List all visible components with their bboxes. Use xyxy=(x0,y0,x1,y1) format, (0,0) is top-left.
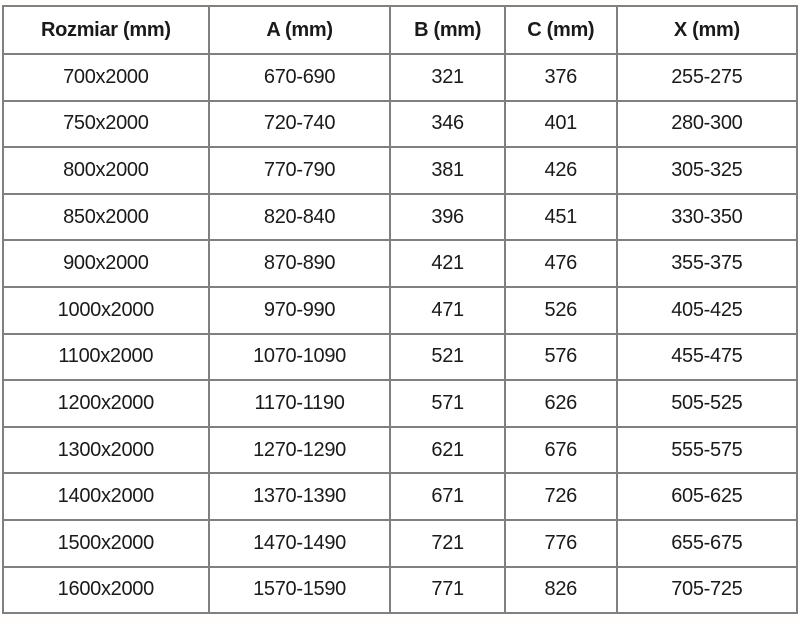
cell-rozmiar: 1600x2000 xyxy=(2,565,210,615)
cell-x: 455-475 xyxy=(615,332,799,382)
table-row: 1100x2000 1070-1090 521 576 455-475 xyxy=(2,332,799,382)
cell-c: 426 xyxy=(503,146,618,195)
cell-c: 726 xyxy=(503,472,618,521)
cell-c: 451 xyxy=(503,192,618,242)
cell-a: 1170-1190 xyxy=(207,379,392,428)
cell-rozmiar: 900x2000 xyxy=(2,239,210,288)
cell-c: 401 xyxy=(503,99,618,149)
cell-rozmiar: 1300x2000 xyxy=(2,425,210,475)
cell-a: 820-840 xyxy=(207,192,392,242)
cell-rozmiar: 850x2000 xyxy=(2,192,210,242)
cell-b: 571 xyxy=(389,379,506,428)
cell-rozmiar: 1400x2000 xyxy=(2,472,210,521)
cell-c: 576 xyxy=(503,332,618,382)
cell-a: 1470-1490 xyxy=(207,518,392,568)
cell-c: 676 xyxy=(503,425,618,475)
cell-b: 346 xyxy=(389,99,506,149)
table-row: 750x2000 720-740 346 401 280-300 xyxy=(2,99,799,149)
cell-a: 1570-1590 xyxy=(207,565,392,615)
cell-rozmiar: 1000x2000 xyxy=(2,285,210,335)
cell-a: 1270-1290 xyxy=(207,425,392,475)
cell-x: 405-425 xyxy=(615,285,799,335)
cell-rozmiar: 750x2000 xyxy=(2,99,210,149)
cell-rozmiar: 1200x2000 xyxy=(2,379,210,428)
cell-c: 826 xyxy=(503,565,618,615)
cell-x: 280-300 xyxy=(615,99,799,149)
cell-b: 771 xyxy=(389,565,506,615)
cell-a: 670-690 xyxy=(207,53,392,102)
cell-b: 621 xyxy=(389,425,506,475)
table-row: 1400x2000 1370-1390 671 726 605-625 xyxy=(2,472,799,521)
cell-a: 1070-1090 xyxy=(207,332,392,382)
cell-x: 355-375 xyxy=(615,239,799,288)
cell-x: 505-525 xyxy=(615,379,799,428)
cell-b: 671 xyxy=(389,472,506,521)
cell-a: 770-790 xyxy=(207,146,392,195)
cell-rozmiar: 800x2000 xyxy=(2,146,210,195)
cell-c: 476 xyxy=(503,239,618,288)
table-row: 1000x2000 970-990 471 526 405-425 xyxy=(2,285,799,335)
cell-x: 705-725 xyxy=(615,565,799,615)
cell-rozmiar: 1500x2000 xyxy=(2,518,210,568)
table-row: 800x2000 770-790 381 426 305-325 xyxy=(2,146,799,195)
cell-a: 870-890 xyxy=(207,239,392,288)
cell-b: 521 xyxy=(389,332,506,382)
table-row: 700x2000 670-690 321 376 255-275 xyxy=(2,53,799,102)
cell-b: 721 xyxy=(389,518,506,568)
header-row: Rozmiar (mm) A (mm) B (mm) C (mm) X (mm) xyxy=(2,5,799,55)
table-row: 900x2000 870-890 421 476 355-375 xyxy=(2,239,799,288)
cell-x: 605-625 xyxy=(615,472,799,521)
cell-x: 255-275 xyxy=(615,53,799,102)
column-header-b: B (mm) xyxy=(389,5,506,55)
column-header-x: X (mm) xyxy=(615,5,799,55)
cell-a: 1370-1390 xyxy=(207,472,392,521)
column-header-rozmiar: Rozmiar (mm) xyxy=(2,5,210,55)
cell-c: 626 xyxy=(503,379,618,428)
cell-x: 330-350 xyxy=(615,192,799,242)
cell-x: 555-575 xyxy=(615,425,799,475)
cell-rozmiar: 1100x2000 xyxy=(2,332,210,382)
table-row: 1600x2000 1570-1590 771 826 705-725 xyxy=(2,565,799,615)
column-header-c: C (mm) xyxy=(503,5,618,55)
cell-a: 970-990 xyxy=(207,285,392,335)
cell-b: 471 xyxy=(389,285,506,335)
cell-b: 421 xyxy=(389,239,506,288)
cell-c: 526 xyxy=(503,285,618,335)
cell-x: 655-675 xyxy=(615,518,799,568)
cell-b: 321 xyxy=(389,53,506,102)
table-row: 850x2000 820-840 396 451 330-350 xyxy=(2,192,799,242)
cell-c: 376 xyxy=(503,53,618,102)
cell-b: 396 xyxy=(389,192,506,242)
cell-a: 720-740 xyxy=(207,99,392,149)
table-row: 1300x2000 1270-1290 621 676 555-575 xyxy=(2,425,799,475)
cell-rozmiar: 700x2000 xyxy=(2,53,210,102)
cell-x: 305-325 xyxy=(615,146,799,195)
size-spec-table: Rozmiar (mm) A (mm) B (mm) C (mm) X (mm)… xyxy=(2,5,799,615)
cell-b: 381 xyxy=(389,146,506,195)
table-row: 1500x2000 1470-1490 721 776 655-675 xyxy=(2,518,799,568)
cell-c: 776 xyxy=(503,518,618,568)
column-header-a: A (mm) xyxy=(207,5,392,55)
table-row: 1200x2000 1170-1190 571 626 505-525 xyxy=(2,379,799,428)
